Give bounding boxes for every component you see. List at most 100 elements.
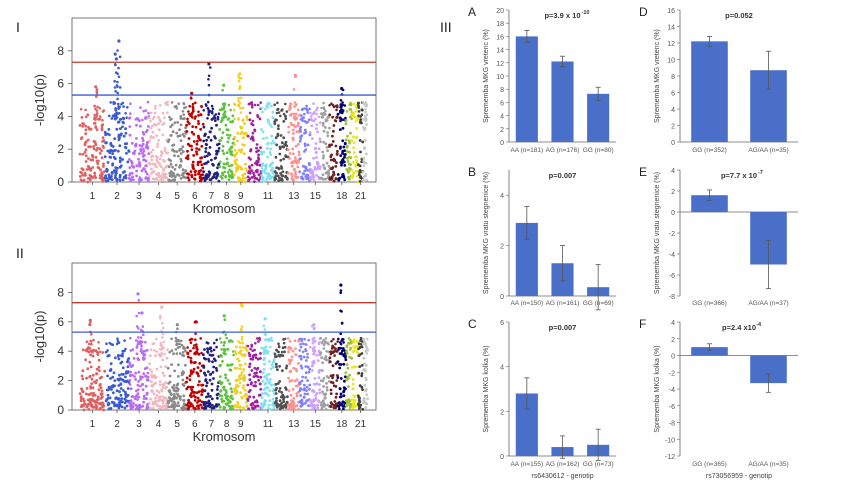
snp-point bbox=[181, 117, 185, 120]
snp-point bbox=[232, 350, 235, 353]
snp-point bbox=[84, 140, 88, 144]
snp-point bbox=[364, 369, 368, 373]
snp-point bbox=[299, 364, 303, 368]
y-tick-label: 4 bbox=[500, 193, 504, 200]
snp-point bbox=[304, 376, 308, 379]
snp-point bbox=[350, 112, 354, 115]
snp-point bbox=[150, 172, 154, 175]
snp-point bbox=[224, 123, 228, 127]
snp-point bbox=[345, 350, 348, 353]
snp-point bbox=[95, 109, 99, 112]
snp-point bbox=[323, 393, 327, 396]
snp-point bbox=[291, 138, 295, 142]
snp-point bbox=[172, 384, 176, 387]
snp-point bbox=[292, 132, 295, 135]
snp-point bbox=[105, 170, 109, 173]
snp-point bbox=[267, 339, 270, 343]
snp-point bbox=[225, 151, 229, 155]
snp-point bbox=[229, 407, 232, 411]
snp-point bbox=[88, 323, 92, 327]
snp-point bbox=[151, 124, 154, 128]
snp-point bbox=[135, 123, 138, 127]
snp-point bbox=[352, 114, 355, 118]
snp-point bbox=[87, 408, 91, 411]
snp-point bbox=[295, 130, 299, 134]
snp-point bbox=[91, 351, 94, 354]
snp-point bbox=[167, 405, 171, 409]
snp-point bbox=[197, 383, 200, 387]
snp-point bbox=[162, 399, 166, 402]
snp-point bbox=[90, 382, 94, 385]
snp-point bbox=[254, 356, 258, 360]
y-tick-label: 0 bbox=[671, 140, 675, 147]
snp-point bbox=[136, 388, 140, 391]
snp-point bbox=[257, 149, 260, 153]
snp-point bbox=[300, 366, 304, 370]
snp-point bbox=[271, 139, 275, 143]
snp-point bbox=[334, 342, 337, 346]
snp-point bbox=[197, 119, 200, 123]
snp-point bbox=[144, 374, 148, 378]
snp-point bbox=[119, 164, 123, 168]
snp-point bbox=[328, 126, 331, 130]
snp-point bbox=[207, 173, 211, 177]
snp-point bbox=[300, 339, 303, 343]
snp-point bbox=[297, 121, 300, 125]
snp-point bbox=[261, 130, 265, 134]
snp-point bbox=[321, 115, 325, 119]
snp-point bbox=[115, 112, 119, 115]
snp-point bbox=[128, 363, 132, 366]
snp-point bbox=[303, 337, 307, 341]
snp-point bbox=[318, 121, 322, 125]
snp-point bbox=[218, 405, 222, 408]
snp-point bbox=[289, 114, 293, 117]
snp-point bbox=[169, 392, 173, 396]
snp-point bbox=[335, 153, 339, 156]
snp-point bbox=[277, 127, 280, 131]
snp-point bbox=[287, 376, 290, 380]
snp-point bbox=[175, 131, 179, 135]
snp-point bbox=[172, 396, 175, 400]
bar bbox=[691, 195, 728, 212]
snp-point bbox=[266, 101, 270, 105]
snp-point bbox=[345, 110, 349, 113]
snp-point bbox=[107, 401, 110, 405]
snp-point bbox=[269, 147, 272, 151]
snp-point bbox=[141, 147, 145, 151]
snp-point bbox=[363, 383, 367, 387]
snp-point bbox=[365, 352, 369, 355]
snp-point bbox=[289, 106, 292, 110]
snp-point bbox=[168, 380, 172, 384]
category-label: GG (n=366) bbox=[692, 300, 727, 307]
snp-point bbox=[132, 402, 135, 405]
snp-point bbox=[151, 406, 155, 410]
snp-point bbox=[339, 289, 343, 292]
snp-point bbox=[251, 138, 255, 142]
snp-point bbox=[302, 388, 306, 392]
snp-point bbox=[326, 134, 330, 138]
snp-point bbox=[186, 176, 190, 180]
snp-point bbox=[151, 375, 154, 379]
snp-point bbox=[284, 175, 287, 179]
snp-point bbox=[334, 104, 338, 108]
snp-point bbox=[118, 159, 122, 163]
snp-point bbox=[334, 395, 338, 399]
snp-point bbox=[141, 136, 144, 140]
snp-point bbox=[186, 155, 190, 158]
snp-point bbox=[84, 160, 88, 163]
snp-point bbox=[194, 338, 197, 342]
snp-point bbox=[299, 130, 302, 133]
x-tick-label: 4 bbox=[156, 191, 162, 202]
snp-point bbox=[288, 362, 292, 366]
snp-point bbox=[274, 382, 278, 386]
snp-point bbox=[292, 178, 295, 182]
snp-point bbox=[145, 144, 149, 148]
snp-point bbox=[185, 380, 189, 384]
snp-point bbox=[238, 341, 242, 345]
p-value-exponent: -4 bbox=[756, 322, 762, 328]
snp-point bbox=[293, 379, 297, 383]
snp-point bbox=[311, 400, 315, 403]
snp-point bbox=[283, 350, 286, 354]
snp-point bbox=[216, 115, 220, 119]
snp-point bbox=[151, 177, 155, 181]
